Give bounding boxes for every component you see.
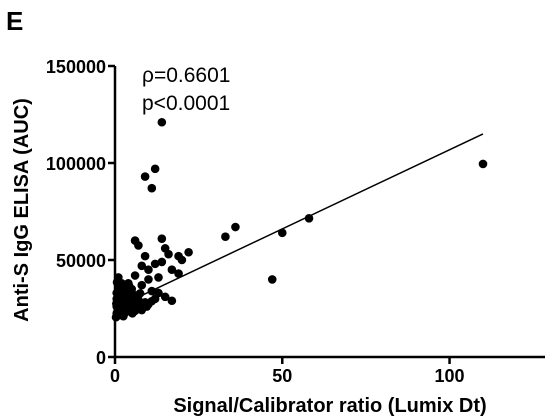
data-point — [184, 247, 193, 257]
data-point — [140, 172, 150, 181]
data-point — [157, 117, 167, 127]
data-point — [135, 289, 145, 298]
annotation-rho: ρ=0.6601 — [142, 64, 230, 87]
data-point — [177, 255, 187, 265]
data-point — [144, 275, 153, 284]
y-tick-label: 50000 — [56, 251, 106, 271]
data-point — [147, 286, 157, 296]
data-point — [137, 261, 147, 271]
data-point — [131, 302, 141, 311]
data-point — [167, 265, 177, 275]
data-point — [164, 249, 173, 259]
data-point — [124, 281, 134, 290]
data-point — [113, 305, 122, 315]
data-point — [157, 257, 167, 267]
data-point — [150, 164, 160, 174]
annotation-p: p<0.0001 — [142, 92, 230, 115]
x-ticks: 0 50 100 — [110, 357, 465, 386]
data-point — [126, 289, 136, 299]
y-tick-label: 150000 — [46, 57, 106, 77]
data-point — [304, 213, 314, 223]
data-point — [120, 307, 129, 316]
data-point — [150, 259, 160, 269]
data-point — [144, 265, 153, 275]
data-point — [140, 251, 150, 261]
data-point — [112, 278, 122, 287]
x-tick-label: 0 — [110, 366, 120, 386]
y-ticks: 0 50000 100000 150000 — [46, 57, 115, 368]
data-point — [114, 289, 123, 299]
x-axis-label: Signal/Calibrator ratio (Lumix Dt) — [173, 395, 486, 417]
data-point — [137, 280, 147, 290]
y-tick-label: 100000 — [46, 154, 106, 174]
data-point — [111, 312, 121, 322]
data-point — [112, 299, 121, 308]
data-point — [277, 228, 287, 238]
data-point — [128, 309, 137, 318]
panel-label: E — [6, 6, 23, 36]
data-point — [157, 234, 167, 243]
data-point — [118, 283, 127, 292]
x-tick-label: 50 — [272, 366, 292, 386]
data-point — [130, 271, 140, 280]
data-point — [134, 241, 143, 250]
x-tick-label: 100 — [435, 366, 465, 386]
y-tick-label: 0 — [96, 348, 106, 368]
y-axis-label: Anti-S IgG ELISA (AUC) — [11, 98, 33, 322]
data-points — [111, 117, 488, 322]
trendline — [114, 133, 484, 309]
data-point — [174, 269, 183, 278]
data-point — [147, 183, 157, 193]
data-point — [221, 232, 230, 242]
data-point — [478, 159, 488, 169]
data-point — [167, 296, 177, 306]
data-point — [142, 302, 152, 311]
data-point — [160, 292, 170, 302]
data-point — [231, 222, 240, 232]
data-point — [154, 273, 163, 282]
data-point — [147, 296, 157, 306]
data-point — [267, 275, 277, 284]
